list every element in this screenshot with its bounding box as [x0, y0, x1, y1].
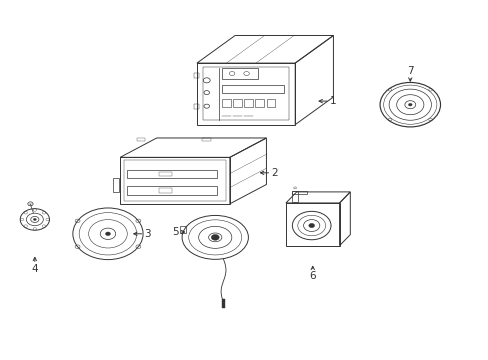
Bar [222, 99, 230, 107]
Bar [244, 99, 252, 107]
Text: 2: 2 [271, 168, 277, 178]
Text: 1: 1 [329, 96, 336, 106]
Bar [292, 191, 307, 194]
Bar [255, 99, 263, 107]
Circle shape [33, 219, 36, 221]
Text: 4: 4 [31, 264, 38, 274]
Bar [124, 160, 225, 201]
Bar [126, 186, 216, 194]
Bar [221, 299, 225, 308]
Circle shape [407, 103, 411, 106]
Bar [158, 172, 171, 176]
Bar [266, 99, 274, 107]
Bar [292, 191, 297, 202]
Bar [113, 178, 119, 192]
Bar [158, 188, 171, 193]
Bar [194, 104, 199, 109]
Bar [120, 157, 229, 204]
Bar [233, 99, 241, 107]
Circle shape [211, 234, 219, 240]
Bar [285, 203, 339, 246]
Bar [194, 73, 199, 78]
Circle shape [105, 232, 110, 235]
Bar [222, 68, 258, 79]
Bar [197, 63, 295, 125]
Text: 6: 6 [309, 271, 315, 282]
Text: 5: 5 [172, 227, 178, 237]
Bar [126, 170, 216, 178]
Bar [202, 138, 211, 141]
Bar [203, 67, 289, 120]
Circle shape [308, 224, 314, 228]
Text: 3: 3 [144, 229, 151, 239]
Bar [222, 85, 284, 93]
Bar [180, 226, 185, 233]
Text: 7: 7 [406, 66, 413, 76]
Bar [136, 138, 145, 141]
